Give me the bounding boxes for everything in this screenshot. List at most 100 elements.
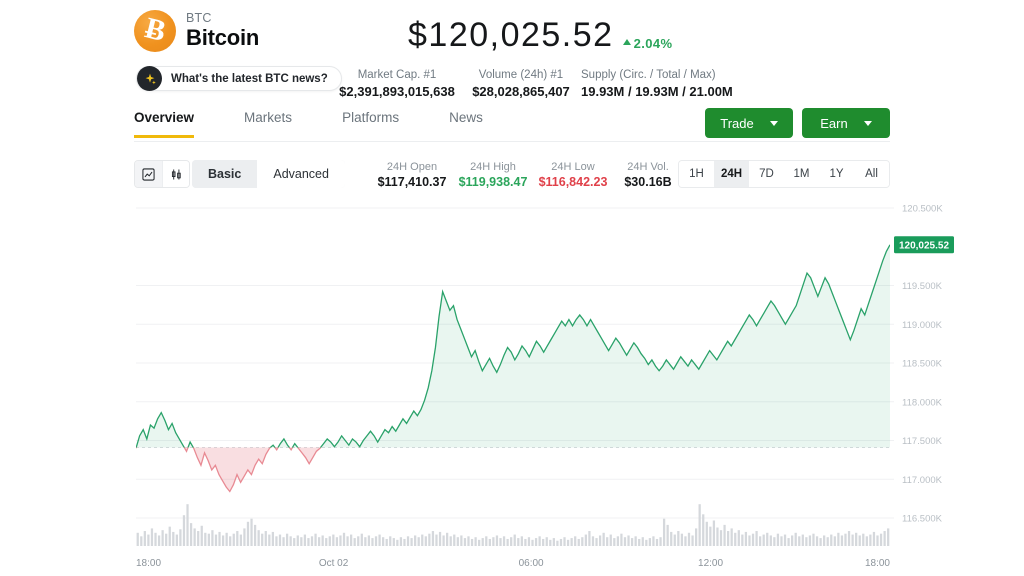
volume-bar bbox=[385, 538, 388, 546]
tab-markets[interactable]: Markets bbox=[244, 110, 293, 125]
volume-bar bbox=[467, 536, 470, 546]
volume-bar bbox=[819, 538, 822, 546]
volume-bar bbox=[719, 530, 723, 546]
ohlc-label: 24H Open bbox=[386, 161, 438, 173]
volume-bar bbox=[175, 534, 178, 546]
volume-bar bbox=[221, 535, 225, 546]
volume-bar bbox=[211, 530, 214, 546]
volume-bar bbox=[634, 536, 637, 546]
news-prompt-label: What's the latest BTC news? bbox=[171, 72, 328, 85]
volume-bar bbox=[748, 535, 751, 546]
candlestick-chart-icon[interactable] bbox=[162, 161, 189, 187]
stat-value: $2,391,893,015,638 bbox=[339, 84, 455, 99]
stat-market-cap: Market Cap. #1 $2,391,893,015,638 bbox=[333, 68, 461, 101]
chevron-down-icon bbox=[863, 120, 872, 126]
volume-bar bbox=[830, 534, 833, 546]
volume-bar bbox=[723, 524, 726, 546]
price-chart-svg[interactable]: 120.500K 119.500K 119.000K 118.500K 118.000K… bbox=[0, 196, 1024, 576]
earn-button[interactable]: Earn bbox=[802, 108, 890, 138]
trade-button-label: Trade bbox=[720, 115, 754, 131]
volume-bar bbox=[534, 538, 538, 546]
volume-bar bbox=[339, 535, 342, 546]
volume-bar bbox=[531, 539, 534, 546]
volume-bar bbox=[278, 534, 282, 546]
volume-bar bbox=[520, 536, 523, 546]
volume-bar bbox=[652, 536, 655, 546]
area-fill-above-open bbox=[136, 244, 890, 448]
stat-supply: Supply (Circ. / Total / Max) 19.93M / 19… bbox=[581, 68, 733, 101]
volume-bar bbox=[887, 528, 890, 546]
volume-bar bbox=[150, 528, 154, 546]
volume-bar bbox=[623, 537, 627, 546]
timeframe-1h[interactable]: 1H bbox=[679, 161, 714, 187]
trade-button[interactable]: Trade bbox=[705, 108, 793, 138]
volume-bar bbox=[506, 538, 509, 546]
volume-bar bbox=[303, 534, 307, 546]
volume-bar bbox=[598, 535, 602, 546]
timeframe-group: 1H 24H 7D 1M 1Y All bbox=[678, 160, 890, 188]
volume-bar bbox=[161, 530, 164, 546]
mode-basic[interactable]: Basic bbox=[192, 160, 258, 188]
sparkle-icon bbox=[137, 66, 162, 91]
volume-bar bbox=[456, 537, 459, 546]
earn-button-label: Earn bbox=[820, 115, 848, 131]
volume-bar bbox=[673, 534, 676, 546]
coin-name: Bitcoin bbox=[186, 25, 260, 50]
volume-bar bbox=[638, 538, 641, 546]
volume-bar bbox=[655, 538, 659, 546]
bitcoin-logo-glyph: Ƀ bbox=[142, 11, 169, 48]
volume-bar bbox=[744, 531, 748, 546]
volume-bar bbox=[574, 536, 577, 546]
volume-bar bbox=[716, 527, 719, 546]
volume-bar bbox=[157, 535, 161, 546]
volume-bar bbox=[332, 534, 335, 546]
volume-bar bbox=[154, 532, 157, 546]
price-change: 2.04% bbox=[622, 36, 673, 51]
y-axis-tick: 120.500K bbox=[902, 204, 943, 215]
volume-bar bbox=[410, 538, 413, 546]
volume-bar bbox=[776, 533, 780, 546]
timeframe-7d[interactable]: 7D bbox=[749, 161, 784, 187]
volume-bar bbox=[527, 537, 531, 546]
ohlc-label: 24H Low bbox=[551, 161, 595, 173]
volume-bar bbox=[769, 535, 772, 546]
bitcoin-logo-icon: Ƀ bbox=[134, 10, 176, 52]
volume-bar bbox=[342, 532, 346, 546]
volume-bar bbox=[257, 530, 260, 546]
volume-bar bbox=[428, 533, 431, 546]
timeframe-all[interactable]: All bbox=[854, 161, 889, 187]
timeframe-1m[interactable]: 1M bbox=[784, 161, 819, 187]
volume-bar bbox=[798, 536, 801, 546]
volume-bar bbox=[755, 531, 758, 546]
mode-advanced[interactable]: Advanced bbox=[257, 160, 345, 188]
timeframe-24h[interactable]: 24H bbox=[714, 161, 749, 187]
tab-platforms[interactable]: Platforms bbox=[342, 110, 400, 125]
chart-mode-group: Basic Advanced bbox=[192, 160, 345, 188]
volume-bar bbox=[801, 534, 804, 546]
volume-bar bbox=[552, 538, 555, 546]
market-stats: Market Cap. #1 $2,391,893,015,638 Volume… bbox=[333, 68, 733, 101]
line-chart-icon[interactable] bbox=[135, 161, 162, 187]
price-chart[interactable]: 120.500K 119.500K 119.000K 118.500K 118.000K… bbox=[0, 196, 1024, 576]
volume-bar bbox=[862, 533, 865, 546]
news-prompt-pill[interactable]: What's the latest BTC news? bbox=[136, 66, 342, 91]
tab-news[interactable]: News bbox=[449, 110, 483, 125]
tab-overview[interactable]: Overview bbox=[134, 110, 195, 138]
stat-24h-open: 24H Open $117,410.37 bbox=[372, 160, 452, 191]
volume-bar bbox=[872, 531, 876, 546]
volume-bar bbox=[218, 531, 221, 546]
price-line-up bbox=[136, 244, 890, 448]
volume-bar bbox=[371, 538, 374, 546]
volume-bar bbox=[858, 535, 861, 546]
coin-names: BTC Bitcoin bbox=[186, 10, 259, 50]
volume-bar bbox=[879, 533, 883, 546]
timeframe-1y[interactable]: 1Y bbox=[819, 161, 854, 187]
volume-bar bbox=[698, 504, 701, 546]
volume-bar bbox=[435, 534, 438, 546]
volume-bar bbox=[197, 531, 200, 546]
volume-bar bbox=[253, 524, 257, 546]
volume-bar bbox=[285, 533, 289, 546]
volume-bar bbox=[300, 537, 303, 546]
volume-bar bbox=[438, 531, 442, 546]
volume-bar bbox=[236, 531, 239, 546]
